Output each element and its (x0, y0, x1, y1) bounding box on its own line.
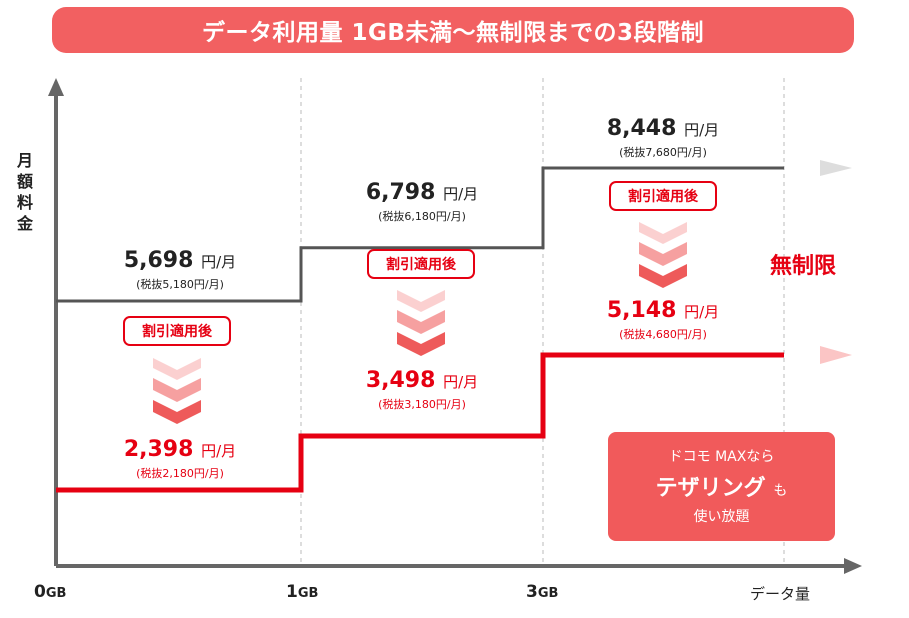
tier3-discount-unit: 円/月 (684, 303, 720, 321)
tier1-discount-badge: 割引適用後 (123, 316, 231, 346)
tier2-discount-badge: 割引適用後 (367, 249, 475, 279)
tier1-discount-unit: 円/月 (201, 442, 237, 460)
discount-price-line (56, 352, 784, 493)
y-axis-label: 月額料金 (16, 151, 33, 233)
tier3-discount-badge: 割引適用後 (609, 181, 717, 211)
tier2-regular-price: 6,798 円/月 (税抜6,180円/月) (342, 180, 502, 224)
tier3-regular-price: 8,448 円/月 (税抜7,680円/月) (583, 116, 743, 160)
x-axis-label: データ量 (750, 585, 811, 603)
tier2-chevron-down-icon (397, 290, 445, 356)
tier3-regular-tax: (税抜7,680円/月) (619, 146, 707, 159)
discount-price-arrow (820, 346, 852, 364)
tier1-chevron-down-icon (153, 358, 201, 424)
tier2-discount-price: 3,498 円/月 (税抜3,180円/月) (342, 368, 502, 412)
tier3-discount-tax: (税抜4,680円/月) (619, 328, 707, 341)
title-banner: データ利用量 1GB未満〜無制限までの3段階制 (52, 7, 854, 53)
tier2-discount-amount: 3,498 (365, 368, 436, 393)
tier3-chevron-down-icon (639, 222, 687, 288)
tier1-regular-tax: (税抜5,180円/月) (136, 278, 224, 291)
tier3-regular-unit: 円/月 (684, 121, 720, 139)
tier1-discount-price: 2,398 円/月 (税抜2,180円/月) (100, 437, 260, 481)
x-tick-3gb: 3GB (526, 582, 559, 602)
tethering-line1: ドコモ MAXなら (668, 449, 775, 465)
tier1-regular-price: 5,698 円/月 (税抜5,180円/月) (100, 248, 260, 292)
tier2-discount-tax: (税抜3,180円/月) (378, 398, 466, 411)
tethering-promo-box: ドコモ MAXなら テザリング も 使い放題 (608, 432, 835, 541)
tier2-discount-unit: 円/月 (443, 373, 479, 391)
tier2-regular-amount: 6,798 (365, 180, 436, 205)
tier1-discount-amount: 2,398 (123, 437, 194, 462)
x-axis-arrow (844, 558, 862, 574)
tier1-regular-amount: 5,698 (123, 248, 194, 273)
tethering-line3: 使い放題 (693, 509, 750, 525)
tier3-regular-amount: 8,448 (606, 116, 677, 141)
tier2-regular-tax: (税抜6,180円/月) (378, 210, 466, 223)
tier2-regular-unit: 円/月 (443, 185, 479, 203)
regular-price-arrow (820, 160, 852, 176)
x-tick-1gb: 1GB (286, 582, 319, 602)
y-axis-arrow (48, 78, 64, 96)
tier1-discount-tax: (税抜2,180円/月) (136, 467, 224, 480)
x-tick-0gb: 0GB (34, 582, 67, 602)
tethering-line2: テザリング も (655, 476, 788, 501)
tier3-discount-price: 5,148 円/月 (税抜4,680円/月) (583, 298, 743, 342)
regular-price-line (56, 166, 784, 303)
tier1-regular-unit: 円/月 (201, 253, 237, 271)
unlimited-label: 無制限 (770, 254, 837, 279)
tier3-discount-amount: 5,148 (606, 298, 677, 323)
